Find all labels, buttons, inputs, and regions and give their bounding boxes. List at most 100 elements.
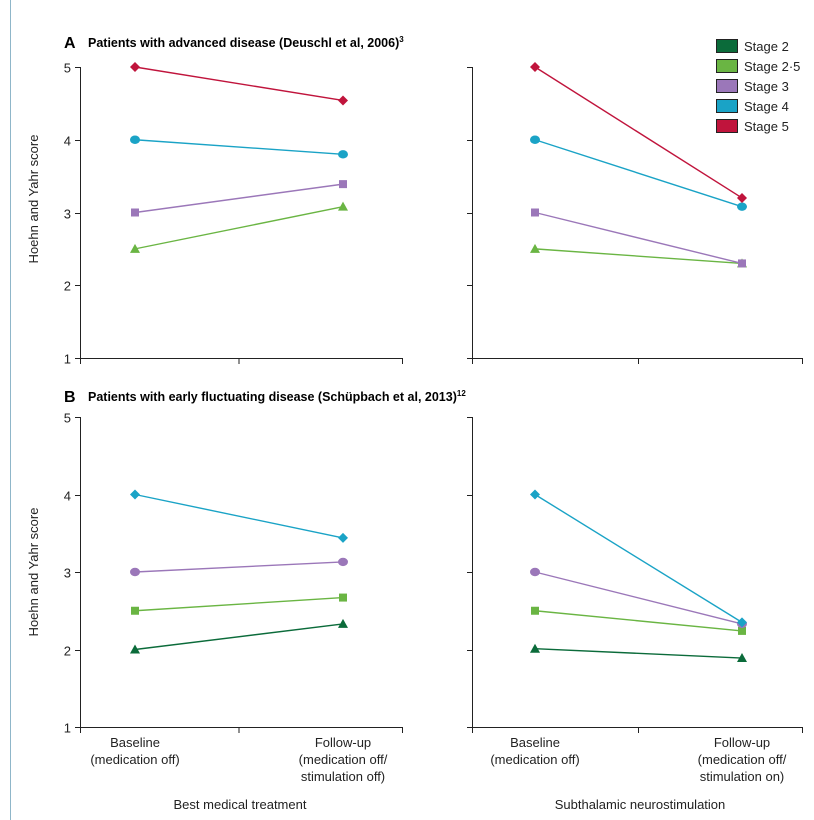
series-stage-2-5 [530, 243, 747, 268]
group-label-left: Best medical treatment [174, 797, 307, 812]
category-labels: Baseline (medication off) Follow-up (medica… [90, 735, 786, 784]
legend-label: Stage 2 [744, 39, 789, 54]
series-line [134, 139, 344, 155]
series-line [534, 571, 743, 625]
series-stage-4 [530, 489, 747, 628]
series-line [534, 610, 743, 632]
data-point [737, 202, 747, 211]
series-line [534, 66, 743, 199]
series-stage-2 [130, 618, 348, 654]
category-label-line: Follow-up [714, 735, 770, 750]
data-point [338, 557, 348, 567]
series-stage-4 [130, 489, 348, 543]
chart-a-right [467, 62, 803, 364]
legend-label: Stage 4 [744, 99, 789, 114]
data-point [530, 135, 540, 144]
category-label: Follow-up (medication off/stimulation on) [698, 735, 787, 784]
chart-b-left: 1 2 3 4 5 [64, 411, 403, 736]
series-stage-5 [530, 62, 747, 203]
data-point [737, 617, 747, 628]
data-point [130, 62, 140, 72]
panel-b-title: Patients with early fluctuating disease … [88, 389, 466, 404]
category-label-line: stimulation off) [301, 769, 385, 784]
data-point [737, 192, 747, 203]
legend-swatch [716, 39, 738, 53]
series-line [134, 623, 344, 651]
y-tick-label: 4 [64, 489, 71, 504]
data-point [737, 653, 747, 663]
data-point [531, 606, 539, 615]
legend-item: Stage 2·5 [716, 59, 800, 74]
data-point [338, 201, 348, 211]
data-point [130, 644, 140, 654]
category-label: Follow-up (medication off/stimulation off… [299, 735, 388, 784]
series-line [534, 211, 743, 265]
legend-label: Stage 3 [744, 79, 789, 94]
series-line [534, 648, 743, 659]
data-point [531, 208, 539, 217]
data-point [339, 593, 347, 602]
panel-b-title-text: Patients with early fluctuating disease … [88, 390, 457, 404]
data-point [130, 567, 140, 577]
legend-item: Stage 4 [716, 99, 789, 114]
series-stage-5 [130, 62, 348, 106]
series-line [134, 596, 344, 612]
legend-item: Stage 5 [716, 119, 789, 134]
y-tick-label: 3 [64, 566, 71, 581]
legend-label: Stage 2·5 [744, 59, 800, 74]
legend-swatch [716, 59, 738, 73]
data-point [131, 606, 139, 615]
data-point [131, 208, 139, 217]
series-line [134, 205, 344, 250]
legend-swatch [716, 119, 738, 133]
y-tick-label: 5 [64, 411, 71, 426]
category-label-line: (medication off) [490, 752, 579, 767]
y-tick-label: 5 [64, 61, 71, 76]
category-label-line: (medication off/ [299, 752, 388, 767]
data-point [738, 626, 746, 635]
series-line [134, 493, 344, 539]
data-point [530, 643, 540, 653]
y-tick-label: 1 [64, 721, 71, 736]
data-point [339, 180, 347, 189]
series-stage-3 [130, 557, 348, 577]
legend-item: Stage 2 [716, 39, 789, 54]
data-point [338, 150, 348, 159]
y-tick-label: 3 [64, 207, 71, 222]
series-line [534, 248, 743, 265]
panel-a-title-text: Patients with advanced disease (Deuschl … [88, 36, 399, 50]
chart-a-left: 1 2 3 4 5 [64, 61, 403, 367]
data-point [130, 489, 140, 500]
legend-label: Stage 5 [744, 119, 789, 134]
category-label-line: Baseline [110, 735, 160, 750]
data-point [338, 618, 348, 628]
series-line [534, 139, 743, 208]
legend: Stage 2 Stage 2·5 Stage 3 Stage 4 Stage 5 [716, 39, 800, 134]
series-line [534, 493, 743, 623]
data-point [530, 243, 540, 253]
data-point [530, 567, 540, 577]
panel-a-title-superscript: 3 [399, 35, 404, 44]
data-point [530, 489, 540, 500]
data-point [130, 243, 140, 253]
category-label-line: Follow-up [315, 735, 371, 750]
legend-item: Stage 3 [716, 79, 789, 94]
panel-b-ylabel: Hoehn and Yahr score [26, 508, 41, 637]
category-label-line: (medication off) [90, 752, 179, 767]
category-label: Baseline (medication off) [90, 735, 179, 767]
series-stage-4 [130, 135, 348, 159]
series-line [134, 561, 344, 573]
y-tick-label: 2 [64, 644, 71, 659]
data-point [738, 259, 746, 268]
data-point [130, 135, 140, 144]
panel-a-title: Patients with advanced disease (Deuschl … [88, 35, 404, 50]
series-stage-2-5 [131, 593, 347, 615]
series-stage-2-5 [531, 606, 746, 635]
data-point [338, 95, 348, 106]
chart-b-right [467, 417, 803, 733]
panel-b-title-superscript: 12 [457, 389, 466, 398]
legend-swatch [716, 79, 738, 93]
group-label-right: Subthalamic neurostimulation [555, 797, 726, 812]
